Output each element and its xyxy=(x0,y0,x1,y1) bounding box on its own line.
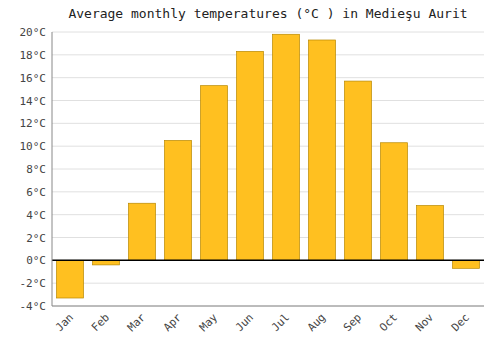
x-tick-label: Oct xyxy=(377,311,400,334)
grid-line xyxy=(52,77,484,78)
x-tick-label: Nov xyxy=(413,311,437,335)
grid-line xyxy=(52,191,484,192)
x-tick-label: Aug xyxy=(305,311,328,334)
grid-line xyxy=(52,169,484,170)
y-tick-label: 16°C xyxy=(20,72,47,85)
bar xyxy=(57,260,84,298)
x-tick-label: Jun xyxy=(233,311,256,334)
title: Average monthly temperatures (°C ) in Me… xyxy=(68,6,467,21)
y-tick-label: 4°C xyxy=(26,209,46,222)
x-tick-label: Mar xyxy=(125,311,149,335)
bar xyxy=(345,81,372,260)
x-axis xyxy=(52,306,484,307)
bar xyxy=(273,34,300,260)
grid xyxy=(52,32,484,306)
y-tick-label: 14°C xyxy=(20,95,47,108)
bar xyxy=(129,203,156,260)
x-tick-label: Jan xyxy=(53,311,76,334)
y-tick-label: 0°C xyxy=(26,254,46,267)
bar xyxy=(453,260,480,268)
bar xyxy=(417,206,444,261)
y-tick-label: -2°C xyxy=(20,277,47,290)
grid-line xyxy=(52,306,484,307)
bars xyxy=(57,34,480,298)
bar xyxy=(201,86,228,261)
x-ticks: Jan Feb Mar Apr May Jun Jul Aug Sep Oct Nov Dec xyxy=(53,311,472,335)
y-tick-label: 2°C xyxy=(26,232,46,245)
x-tick-label: Apr xyxy=(161,311,185,335)
grid-line xyxy=(52,283,484,284)
zero-line xyxy=(52,260,484,262)
y-tick-label: 6°C xyxy=(26,186,46,199)
grid-line xyxy=(52,260,484,261)
grid-line xyxy=(52,146,484,147)
grid-line xyxy=(52,54,484,55)
y-tick-label: 12°C xyxy=(20,117,47,130)
y-tick-label: 18°C xyxy=(20,49,47,62)
y-axis xyxy=(52,32,53,306)
y-tick-label: -4°C xyxy=(20,300,47,313)
bar xyxy=(381,143,408,261)
x-tick-label: Jul xyxy=(269,311,292,334)
chart: Average monthly temperatures (°C ) in Me… xyxy=(0,0,500,350)
x-tick-label: Feb xyxy=(89,311,112,334)
bar xyxy=(309,40,336,260)
x-tick-label: Sep xyxy=(341,311,364,334)
grid-line xyxy=(52,32,484,33)
y-tick-label: 8°C xyxy=(26,163,46,176)
y-tick-label: 10°C xyxy=(20,140,47,153)
grid-line xyxy=(52,123,484,124)
x-tick-label: Dec xyxy=(449,311,472,334)
grid-line xyxy=(52,100,484,101)
bar xyxy=(165,140,192,260)
x-tick-label: May xyxy=(197,311,221,335)
bar xyxy=(237,51,264,260)
y-tick-label: 20°C xyxy=(20,26,47,39)
y-ticks: -4°C -2°C 0°C 2°C 4°C 6°C 8°C 10°C 12°C 14°C 16°C 1… xyxy=(20,26,47,313)
